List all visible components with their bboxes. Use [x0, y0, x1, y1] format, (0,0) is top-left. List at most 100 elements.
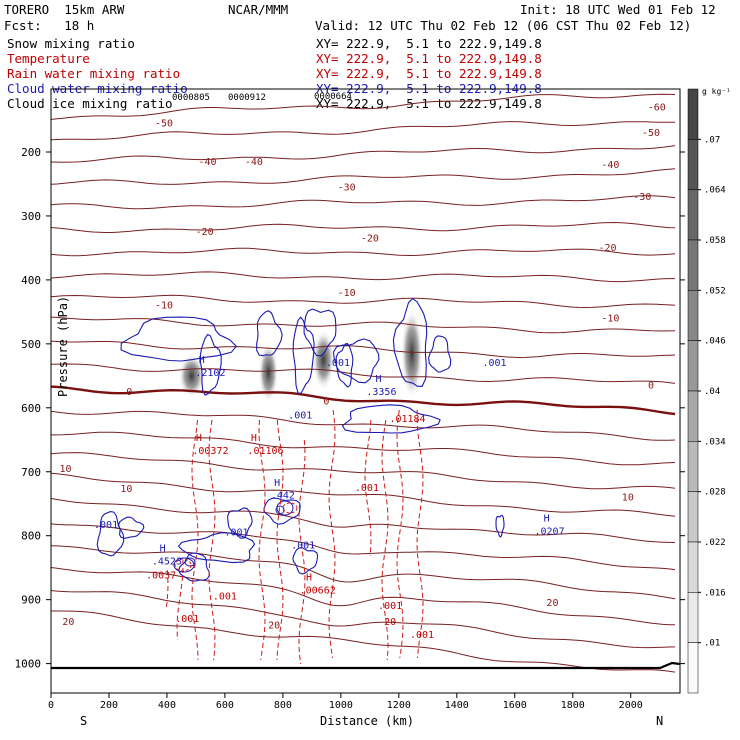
cloud-water-label: .001: [326, 358, 350, 369]
rain-label: 20: [384, 617, 396, 628]
cloud-water-contour-12: [178, 552, 210, 582]
rain-label: .001: [378, 601, 402, 612]
temperature-label: 10: [622, 493, 634, 504]
forecast-hour: Fcst: 18 h: [4, 18, 95, 33]
x-tick-label: 1000: [329, 700, 353, 711]
temperature-label: 10: [59, 464, 71, 475]
snow-core-1: [258, 342, 279, 403]
temperature-contour-20: [50, 567, 676, 626]
temperature-contour-11: [50, 363, 676, 384]
cloud-water-label: .3356: [366, 387, 396, 398]
cloud-water-label: .001: [291, 540, 315, 551]
temperature-label: -60: [648, 102, 666, 113]
temperature-label: -20: [196, 227, 214, 238]
colorbar-label: .022: [704, 538, 726, 548]
y-tick-label: 1000: [15, 658, 42, 671]
cloud-water-label: H: [199, 355, 205, 366]
temperature-contour-8: [50, 294, 676, 309]
rain-label: .001: [213, 592, 237, 603]
zero-isotherm: [50, 385, 676, 416]
temperature-contour-2: [50, 145, 676, 163]
temperature-contour-15: [50, 452, 676, 490]
cloud-water-contour-13: [96, 511, 125, 557]
y-axis-label: Pressure (hPa): [56, 296, 70, 397]
colorbar-segment: [687, 290, 699, 341]
colorbar-label: .016: [704, 588, 726, 598]
temperature-label: -40: [601, 160, 619, 171]
temperature-label: -20: [361, 234, 379, 245]
colorbar-label: .046: [704, 337, 726, 347]
rain-label: H: [306, 572, 312, 583]
rain-label: H: [196, 433, 202, 444]
cloud-water-contour-0: [120, 316, 238, 362]
temperature-label: -20: [599, 243, 617, 254]
temperature-label: -10: [155, 301, 173, 312]
x-tick-label: 0: [48, 700, 54, 711]
x-tick-label: 800: [274, 700, 292, 711]
x-axis-label: Distance (km): [320, 714, 414, 728]
y-tick-label: 300: [21, 210, 41, 223]
temperature-label: -40: [245, 157, 263, 168]
cloud-water-contour-8: [199, 333, 222, 396]
rain-label: H: [251, 433, 257, 444]
temperature-label: -40: [198, 157, 216, 168]
cloud-water-label: .001: [224, 528, 248, 539]
rain-label: .001: [175, 614, 199, 625]
x-tick-label: 400: [158, 700, 176, 711]
south-label: S: [80, 714, 87, 728]
snow-core-0: [178, 353, 205, 398]
colorbar-segment: [687, 441, 699, 492]
top-label-3: 0000664: [314, 92, 352, 102]
rain-label: .01106: [247, 446, 283, 457]
temperature-contour-14: [51, 431, 676, 466]
cloud-water-label: .2102: [195, 368, 225, 379]
cloud-water-contour-1: [256, 310, 283, 357]
colorbar-label: .064: [704, 186, 726, 196]
valid-time: Valid: 12 UTC Thu 02 Feb 12 (06 CST Thu …: [315, 18, 692, 33]
temperature-contour-9: [50, 316, 676, 334]
temperature-label: 20: [546, 598, 558, 609]
cloud-water-contour-14: [118, 516, 145, 539]
rain-label: .00372: [192, 446, 228, 457]
x-tick-label: 1200: [387, 700, 411, 711]
top-label-2: 0000912: [228, 93, 266, 103]
cloud-water-label: .0207: [535, 526, 565, 537]
cloud-water-label: .4523: [152, 556, 182, 567]
rain-label: .001: [355, 483, 379, 494]
rain-label: .01184: [389, 414, 425, 425]
rain-contour-1: [208, 419, 216, 661]
cloud-water-core-3: [184, 557, 196, 567]
x-tick-label: 200: [100, 700, 118, 711]
colorbar-segment: [687, 491, 699, 543]
field-snow-xy: XY= 222.9, 5.1 to 222.9,149.8: [316, 36, 542, 51]
colorbar-label: .052: [704, 286, 726, 296]
temperature-contour-6: [50, 247, 676, 257]
y-tick-label: 600: [21, 402, 41, 415]
temperature-contour-0: [50, 93, 676, 120]
x-tick-label: 1800: [561, 700, 585, 711]
x-tick-label: 600: [216, 700, 234, 711]
temperature-contour-17: [50, 497, 676, 543]
cloud-water-contour-7: [341, 404, 441, 434]
cloud-water-label: H: [274, 478, 280, 489]
rain-contour-0: [191, 419, 199, 661]
rain-contour-8: [396, 409, 404, 659]
rain-contour-10: [165, 569, 169, 611]
colorbar-segment: [687, 541, 699, 593]
rain-label: .001: [410, 630, 434, 641]
colorbar-label: .04: [704, 387, 720, 397]
y-tick-label: 900: [21, 594, 41, 607]
colorbar-label: .01: [704, 639, 720, 649]
north-label: N: [656, 714, 663, 728]
temperature-contour-4: [50, 195, 676, 210]
temperature-label: -50: [155, 118, 173, 129]
temperature-label: 20: [62, 617, 74, 628]
temperature-label: 0: [323, 397, 329, 408]
cloud-water-core-0: [276, 500, 294, 516]
rain-contour-3: [276, 419, 284, 661]
plot-frame: [50, 88, 681, 694]
colorbar-segment: [687, 592, 699, 643]
cloud-water-contour-4: [332, 338, 380, 384]
colorbar-label: .058: [704, 236, 726, 246]
cloud-water-label: .001: [482, 358, 506, 369]
